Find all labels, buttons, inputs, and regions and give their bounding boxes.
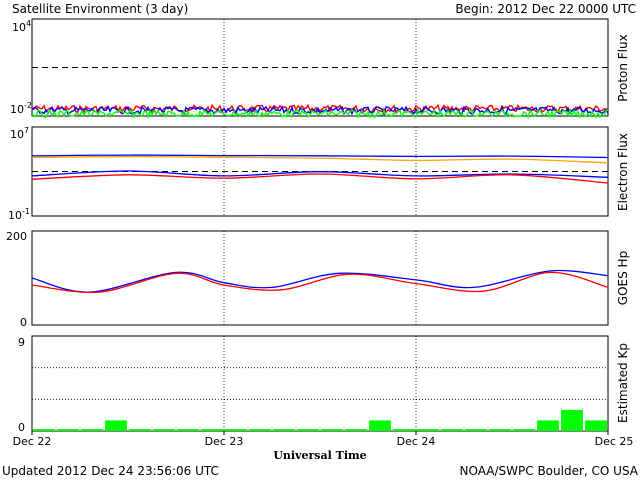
begin-time: Begin: 2012 Dec 22 0000 UTC xyxy=(455,2,636,16)
kp-bar xyxy=(57,429,79,431)
kp-bar xyxy=(345,429,367,431)
plot-title: Satellite Environment (3 day) xyxy=(12,2,188,16)
goes-ytick-top: 200 xyxy=(6,230,27,243)
goes-hp-series-0 xyxy=(31,269,609,293)
kp-bar xyxy=(585,420,607,431)
kp-bar xyxy=(273,429,295,431)
kp-bar xyxy=(153,429,175,431)
kp-bar xyxy=(177,429,199,431)
goes-hp-label: GOES Hp xyxy=(616,251,630,305)
electron-series-1 xyxy=(31,155,609,164)
proton-ytick-bottom: 10-2 xyxy=(10,101,32,116)
kp-bar xyxy=(33,429,55,431)
electron-series-2 xyxy=(31,170,609,178)
kp-bar xyxy=(465,429,487,431)
proton-flux-panel xyxy=(31,18,609,117)
proton-ytick-top: 104 xyxy=(12,19,31,34)
goes-hp-panel xyxy=(31,230,609,326)
xtick-dec24: Dec 24 xyxy=(397,435,436,448)
kp-bar xyxy=(201,429,223,431)
kp-bar xyxy=(321,429,343,431)
credit: NOAA/SWPC Boulder, CO USA xyxy=(460,464,639,478)
kp-bar xyxy=(81,429,103,431)
kp-bar xyxy=(129,429,151,431)
kp-bar xyxy=(297,429,319,431)
xtick-dec22: Dec 22 xyxy=(13,435,52,448)
kp-bar xyxy=(513,429,535,431)
electron-ytick-top: 107 xyxy=(10,126,29,141)
goes-hp-series-1 xyxy=(31,271,609,294)
proton-series-2 xyxy=(31,108,609,120)
electron-series-0 xyxy=(31,154,609,159)
electron-ytick-bottom: 10-1 xyxy=(8,207,30,222)
kp-bar xyxy=(393,429,415,431)
kp-ytick-bottom: 0 xyxy=(18,421,25,434)
proton-flux-label: Proton Flux xyxy=(616,34,630,101)
goes-ytick-bottom: 0 xyxy=(20,316,27,329)
kp-bar xyxy=(537,420,559,431)
kp-bar xyxy=(249,429,271,431)
x-axis-title: Universal Time xyxy=(273,449,366,462)
kp-bar xyxy=(417,429,439,431)
kp-ytick-top: 9 xyxy=(18,336,25,349)
xtick-dec23: Dec 23 xyxy=(205,435,244,448)
kp-bar xyxy=(489,429,511,431)
kp-bar xyxy=(105,420,127,431)
electron-flux-label: Electron Flux xyxy=(616,133,630,211)
proton-series-1 xyxy=(31,105,609,117)
kp-panel xyxy=(31,335,609,432)
updated-time: Updated 2012 Dec 24 23:56:06 UTC xyxy=(2,464,219,478)
kp-label: Estimated Kp xyxy=(616,343,630,423)
kp-bar xyxy=(225,429,247,431)
proton-series-0 xyxy=(31,103,609,115)
kp-bar xyxy=(441,429,463,431)
kp-bar xyxy=(561,409,583,431)
kp-bar xyxy=(369,420,391,431)
electron-series-3 xyxy=(31,173,609,184)
plot-marks xyxy=(31,19,609,435)
xtick-dec25: Dec 25 xyxy=(595,435,634,448)
